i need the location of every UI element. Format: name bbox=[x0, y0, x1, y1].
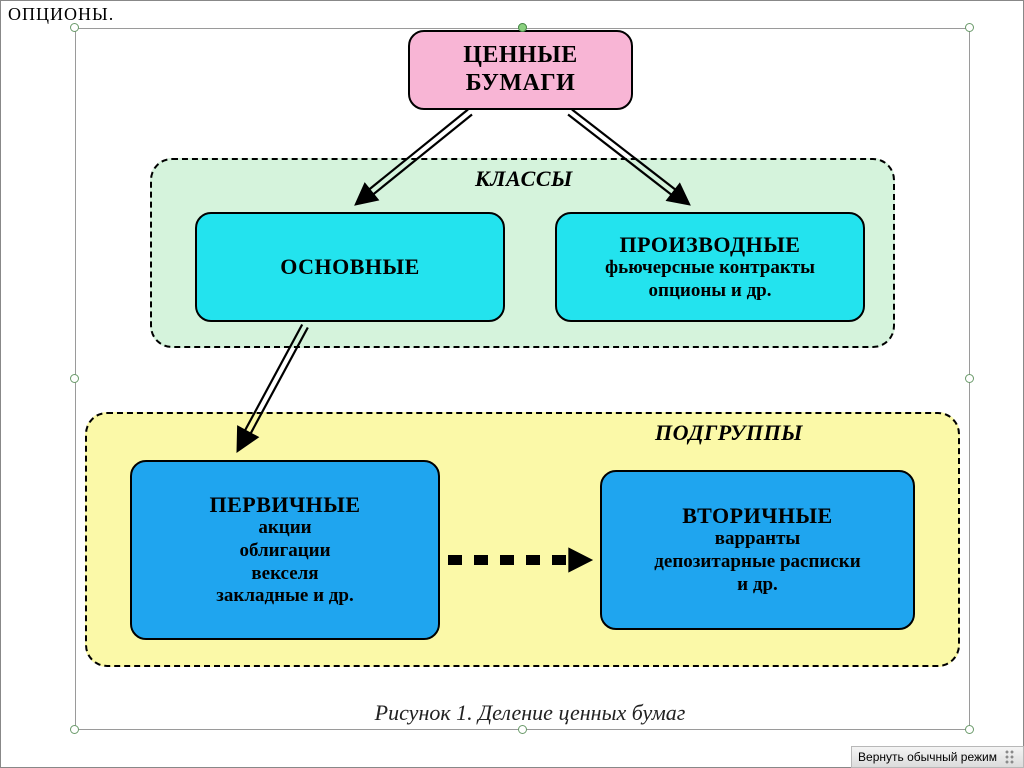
node-secondary-title: ВТОРИЧНЫЕ bbox=[682, 503, 832, 528]
selection-handle[interactable] bbox=[965, 725, 974, 734]
diagram-canvas: ОПЦИОНЫ. КЛАССЫ ПОДГРУППЫ ЦЕННЫЕБУМАГИ О… bbox=[0, 0, 1024, 768]
selection-handle[interactable] bbox=[70, 23, 79, 32]
node-derivative-title: ПРОИЗВОДНЫЕ bbox=[620, 232, 801, 257]
node-primary-sub: акцииоблигациивекселязакладные и др. bbox=[216, 517, 353, 608]
header-text: ОПЦИОНЫ. bbox=[8, 4, 114, 25]
node-basic-title: ОСНОВНЫЕ bbox=[280, 254, 420, 279]
node-secondary-sub: варрантыдепозитарные распискии др. bbox=[654, 528, 860, 596]
node-securities-title: ЦЕННЫЕБУМАГИ bbox=[463, 42, 578, 97]
selection-handle[interactable] bbox=[70, 374, 79, 383]
resize-grip-icon[interactable] bbox=[1003, 748, 1017, 766]
node-derivative-sub: фьючерсные контрактыопционы и др. bbox=[605, 257, 815, 303]
selection-handle[interactable] bbox=[965, 23, 974, 32]
node-securities: ЦЕННЫЕБУМАГИ bbox=[408, 30, 633, 110]
group-classes-label: КЛАССЫ bbox=[475, 166, 573, 192]
selection-handle[interactable] bbox=[965, 374, 974, 383]
rotation-handle[interactable] bbox=[518, 23, 527, 32]
node-primary: ПЕРВИЧНЫЕ акцииоблигациивекселязакладные… bbox=[130, 460, 440, 640]
status-bar-label: Вернуть обычный режим bbox=[858, 750, 997, 764]
figure-caption: Рисунок 1. Деление ценных бумаг bbox=[280, 700, 780, 726]
status-bar-restore-view[interactable]: Вернуть обычный режим bbox=[851, 746, 1024, 768]
node-secondary: ВТОРИЧНЫЕ варрантыдепозитарные распискии… bbox=[600, 470, 915, 630]
node-basic: ОСНОВНЫЕ bbox=[195, 212, 505, 322]
group-subgroups-label: ПОДГРУППЫ bbox=[655, 420, 803, 446]
selection-handle[interactable] bbox=[518, 725, 527, 734]
node-primary-title: ПЕРВИЧНЫЕ bbox=[209, 492, 360, 517]
selection-handle[interactable] bbox=[70, 725, 79, 734]
node-derivative: ПРОИЗВОДНЫЕ фьючерсные контрактыопционы … bbox=[555, 212, 865, 322]
